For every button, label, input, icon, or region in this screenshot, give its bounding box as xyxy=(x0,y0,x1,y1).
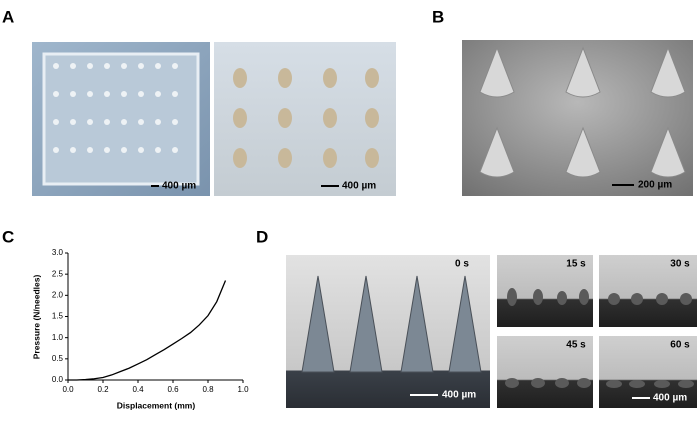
dissolving-needles xyxy=(505,288,694,388)
data-line xyxy=(68,280,227,381)
panel-label: D xyxy=(256,227,268,246)
panel-label: B xyxy=(432,7,444,26)
scale-text: 200 µm xyxy=(638,180,672,191)
photo xyxy=(599,336,697,408)
x-tick-label: 0.0 xyxy=(62,385,74,394)
scale-text: 400 µm xyxy=(162,181,196,192)
panel-label: A xyxy=(2,7,14,26)
needle-grid xyxy=(53,63,178,153)
x-axis-title: Displacement (mm) xyxy=(117,400,196,410)
x-tick-label: 0.8 xyxy=(202,385,214,394)
array xyxy=(42,52,200,186)
photo xyxy=(599,255,697,327)
y-tick-label: 0.5 xyxy=(52,354,64,363)
time-label: 60 s xyxy=(670,340,690,351)
scale-text: 400 µm xyxy=(342,181,376,192)
time-label: 45 s xyxy=(566,340,586,351)
scale-text: 400 µm xyxy=(442,390,476,401)
needle-grid xyxy=(233,68,379,168)
x-tick-label: 0.2 xyxy=(97,385,109,394)
needles xyxy=(301,275,482,373)
x-tick-label: 0.6 xyxy=(167,385,179,394)
time-label: 15 s xyxy=(566,259,586,270)
y-axis-title: Pressure (N/needles) xyxy=(31,275,41,360)
time-label: 0 s xyxy=(455,259,469,270)
photo xyxy=(497,336,593,408)
y-tick-label: 1.0 xyxy=(52,333,64,342)
y-tick-label: 2.0 xyxy=(52,290,64,299)
y-tick-label: 3.0 xyxy=(52,248,64,257)
x-tick-label: 1.0 xyxy=(237,385,249,394)
needles xyxy=(479,46,686,178)
time-label: 30 s xyxy=(670,259,690,270)
x-tick-label: 0.4 xyxy=(132,385,144,394)
y-tick-label: 2.5 xyxy=(52,269,64,278)
scale-text: 400 µm xyxy=(653,393,687,404)
y-tick-label: 0.0 xyxy=(52,375,64,384)
panel-label: C xyxy=(2,227,14,246)
chart: Pressure (N/needles) Displacement (mm) 0… xyxy=(31,248,249,410)
y-tick-label: 1.5 xyxy=(52,312,64,321)
